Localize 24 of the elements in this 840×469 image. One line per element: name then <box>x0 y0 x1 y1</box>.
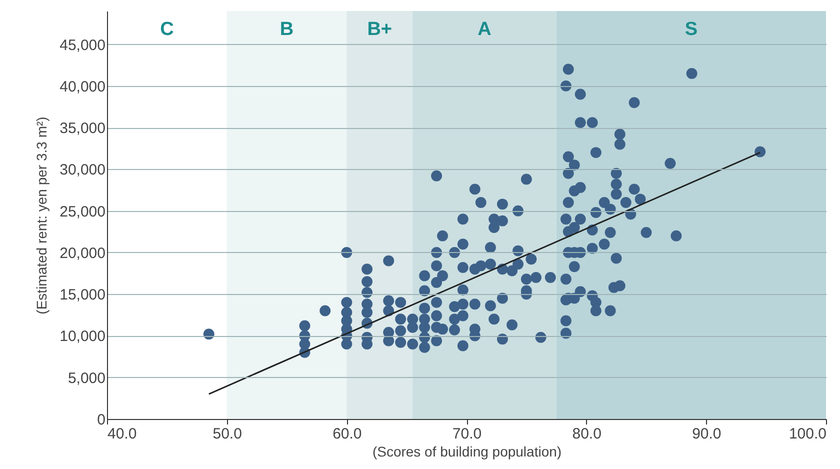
x-tick-label: 80.0 <box>572 426 602 442</box>
x-axis-title: (Scores of building population) <box>372 444 562 460</box>
x-tick-label: 90.0 <box>692 426 722 442</box>
annotation: C <box>160 19 174 40</box>
band-label: B+ <box>367 19 392 40</box>
band-label: B <box>280 19 294 40</box>
y-tick-label: 35,000 <box>60 120 106 138</box>
x-tick-label: 40.0 <box>108 426 137 442</box>
y-tick-label: 40,000 <box>60 78 106 96</box>
y-axis-title: (Estimated rent: yen per 3.3 m²) <box>34 116 50 314</box>
band-label: A <box>478 19 492 40</box>
y-tick-label: 45,000 <box>60 36 106 54</box>
y-tick-label: 30,000 <box>60 162 106 179</box>
x-tick-label: 70.0 <box>452 426 482 442</box>
y-tick-label: 25,000 <box>60 203 106 220</box>
y-tick-label: 10,000 <box>60 328 106 346</box>
x-tick-label: 60.0 <box>332 426 362 442</box>
y-tick-label: 0 <box>97 412 106 428</box>
y-tick-label: 20,000 <box>60 244 106 262</box>
y-tick-label: 5,000 <box>68 370 106 387</box>
x-tick-label: 100.0 <box>788 426 826 442</box>
y-tick-label: 15,000 <box>60 286 106 304</box>
x-tick-label: 50.0 <box>212 426 242 442</box>
band-label: S <box>684 19 698 40</box>
